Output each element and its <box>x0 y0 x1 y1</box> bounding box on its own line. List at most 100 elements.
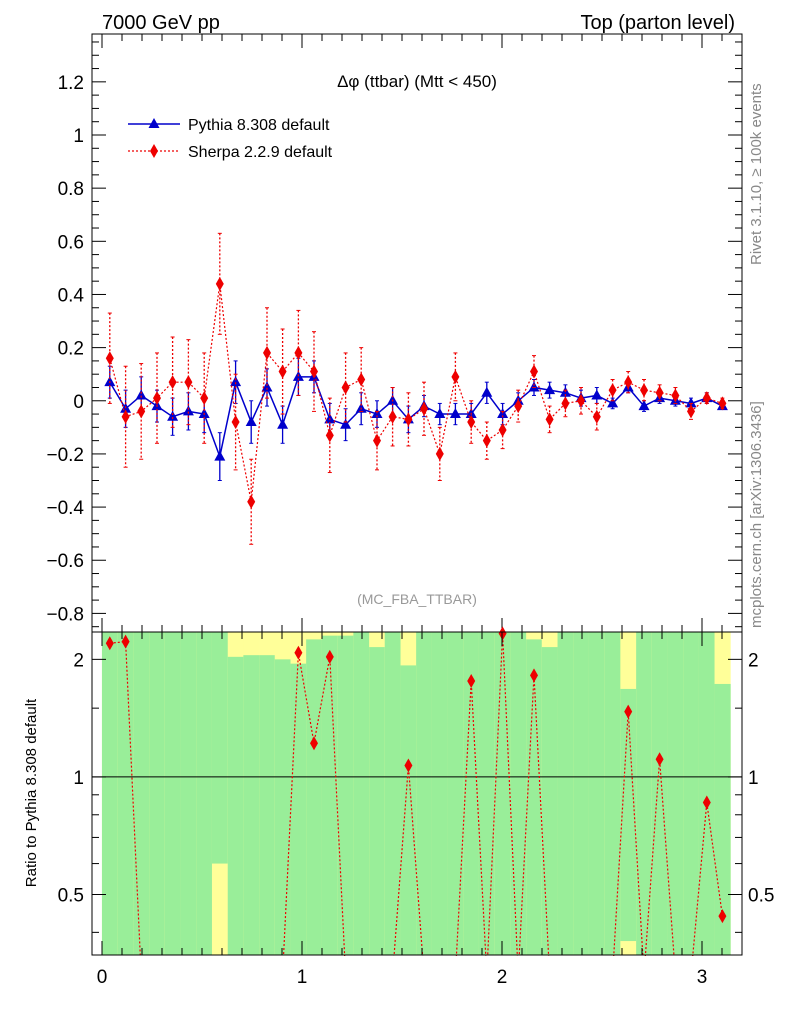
main-y-tick-label: 0.2 <box>58 339 84 360</box>
header-left-label: 7000 GeV pp <box>102 12 220 34</box>
data-point <box>135 389 147 400</box>
ratio-y-tick-label: 0.5 <box>58 886 84 907</box>
data-point <box>514 399 523 414</box>
data-point <box>545 412 554 427</box>
ratio-data-point <box>105 636 114 651</box>
data-point <box>105 351 114 366</box>
ratio-y-tick-label: 2 <box>73 650 84 671</box>
ratio-data-point <box>702 795 711 810</box>
ratio-x-tick-label: 2 <box>497 967 508 988</box>
data-point <box>121 409 130 424</box>
ratio-band-green <box>369 647 386 955</box>
main-y-tick-label: 1.2 <box>58 73 84 94</box>
ratio-band-green <box>337 635 354 955</box>
main-y-tick-label: −0.8 <box>46 604 84 625</box>
ratio-band-green <box>463 632 480 955</box>
data-point <box>294 345 303 360</box>
ratio-band-green <box>557 632 574 955</box>
legend-pythia-marker <box>148 118 160 128</box>
data-point <box>702 391 711 406</box>
main-y-tick-labels: −0.8 −0.6 −0.4 −0.2 0 0.2 0.4 0.6 0.8 1 1.2 <box>46 73 84 626</box>
ratio-band-green <box>243 655 260 955</box>
plot-title: Δφ (ttbar) (Mtt < 450) <box>337 72 497 91</box>
data-point <box>168 375 177 390</box>
header-right-label: Top (parton level) <box>580 12 735 34</box>
data-point <box>200 391 209 406</box>
data-point <box>435 446 444 461</box>
data-point <box>434 408 446 419</box>
ratio-band-green <box>683 632 700 955</box>
ratio-band-green <box>447 632 464 955</box>
data-point <box>449 408 461 419</box>
data-point <box>687 404 695 419</box>
ratio-band-green <box>180 632 197 955</box>
data-point <box>718 396 727 411</box>
ratio-band-green <box>227 656 244 955</box>
ratio-band-green <box>573 632 590 955</box>
ratio-y-axis-label: Ratio to Pythia 8.308 default <box>23 698 40 887</box>
ratio-band-green <box>636 632 653 955</box>
ratio-band-green <box>431 632 449 955</box>
data-point <box>340 418 352 429</box>
data-point <box>231 415 240 430</box>
data-point <box>528 381 540 392</box>
data-point <box>261 381 273 392</box>
main-panel: −0.8 −0.6 −0.4 −0.2 0 0.2 0.4 0.6 0.8 1 1.2 Δφ (tt… <box>46 33 743 633</box>
data-point <box>310 364 318 379</box>
data-point <box>420 401 428 416</box>
ratio-bands <box>101 632 731 955</box>
legend-pythia-label: Pythia 8.308 default <box>188 117 330 134</box>
ratio-y-tick-label: 1 <box>73 768 84 789</box>
data-point <box>671 388 680 403</box>
data-point <box>561 396 570 411</box>
ratio-data-point <box>404 758 413 773</box>
data-point <box>341 380 350 395</box>
main-y-tick-label: −0.6 <box>46 551 84 572</box>
data-point <box>404 412 413 427</box>
data-point <box>607 397 619 408</box>
ratio-band-green <box>259 655 276 955</box>
data-point <box>373 433 381 448</box>
ratio-data-point <box>498 626 507 641</box>
data-point <box>530 364 538 379</box>
ratio-band-green <box>321 635 339 955</box>
ratio-frame <box>91 631 743 956</box>
data-point <box>263 345 271 360</box>
data-point <box>640 383 648 398</box>
ratio-ticks <box>92 632 742 955</box>
data-point <box>388 409 397 424</box>
legend-sherpa-label: Sherpa 2.2.9 default <box>188 144 333 161</box>
data-point <box>184 375 193 390</box>
ratio-x-tick-label: 1 <box>297 967 308 988</box>
ratio-x-tick-label: 0 <box>97 967 108 988</box>
data-point <box>247 494 256 509</box>
ratio-band-green <box>416 632 433 955</box>
ratio-band-green <box>698 632 716 955</box>
main-y-tick-label: −0.2 <box>46 445 84 466</box>
ratio-data-point <box>718 909 727 924</box>
ratio-band-green <box>384 632 401 955</box>
data-point <box>608 383 617 398</box>
ratio-data-point <box>530 668 538 683</box>
ratio-band-green <box>133 632 150 955</box>
data-point <box>137 404 146 419</box>
data-point <box>167 410 179 421</box>
data-point <box>638 400 650 411</box>
ratio-band-green <box>620 688 637 942</box>
data-point <box>498 423 507 438</box>
data-point <box>215 276 224 291</box>
ratio-tick-labels: 0.5 0.5 1 1 2 2 0 1 2 3 <box>58 650 775 988</box>
data-point <box>153 391 161 406</box>
data-point <box>655 385 664 400</box>
data-point <box>624 375 633 390</box>
ratio-band-green <box>604 632 621 955</box>
main-y-tick-label: 1 <box>73 126 84 147</box>
ratio-band-green <box>149 632 166 955</box>
ratio-band-green <box>274 659 291 955</box>
legend: Pythia 8.308 default Sherpa 2.2.9 defaul… <box>128 117 333 161</box>
ratio-y-tick-label-right: 2 <box>748 650 759 671</box>
data-point <box>214 450 226 461</box>
ratio-data-point <box>624 704 633 719</box>
ratio-sherpa-series <box>90 626 744 996</box>
